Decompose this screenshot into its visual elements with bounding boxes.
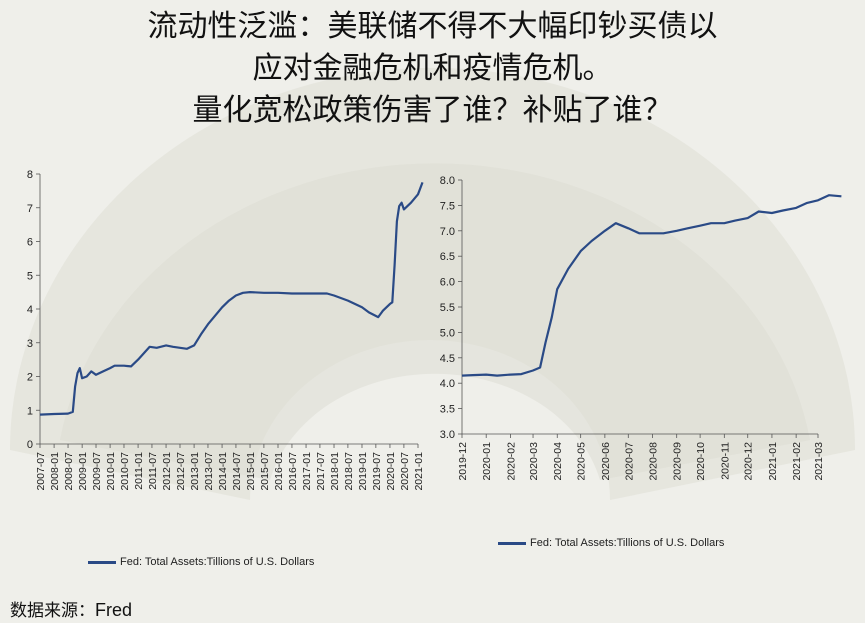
x-tick-label: 2011-01 [133, 452, 145, 490]
legend-right-label: Fed: Total Assets:Tillions of U.S. Dolla… [530, 537, 725, 549]
x-tick-label: 2012-07 [175, 452, 187, 491]
x-tick-label: 2020-12 [743, 442, 755, 481]
x-tick-label: 2020-04 [552, 442, 564, 481]
title-line-3: 量化宽松政策伤害了谁？补贴了谁？ [192, 93, 673, 128]
x-tick-label: 2009-01 [77, 452, 89, 491]
source-value: Fred [95, 600, 133, 620]
x-tick-label: 2010-07 [119, 452, 131, 491]
legend-right: Fed: Total Assets:Tillions of U.S. Dolla… [498, 537, 724, 549]
x-tick-label: 2015-07 [259, 452, 271, 491]
title-line-2: 应对金融危机和疫情危机。 [252, 51, 613, 86]
y-tick-label: 4.0 [440, 378, 455, 390]
x-tick-label: 2020-06 [600, 442, 612, 481]
x-tick-label: 2008-01 [49, 452, 61, 491]
x-tick-label: 2010-01 [105, 452, 117, 491]
x-tick-label: 2018-01 [329, 452, 341, 491]
y-tick-label: 2 [27, 372, 33, 384]
legend-left-label: Fed: Total Assets:Tillions of U.S. Dolla… [120, 556, 315, 568]
y-tick-label: 1 [27, 405, 33, 417]
y-tick-label: 3.0 [440, 429, 455, 441]
x-tick-label: 2021-01 [767, 442, 779, 481]
x-tick-label: 2007-07 [35, 452, 47, 491]
y-tick-label: 7 [27, 203, 33, 215]
x-tick-label: 2014-01 [217, 452, 229, 491]
x-tick-label: 2020-10 [695, 442, 707, 481]
source-label: 数据来源： [10, 601, 95, 621]
y-tick-label: 3.5 [440, 404, 455, 416]
y-tick-label: 6.5 [440, 251, 455, 263]
x-tick-label: 2013-07 [203, 452, 215, 491]
title-line-1: 流动性泛滥：美联储不得不大幅印钞买债以 [147, 9, 718, 44]
x-tick-label: 2017-07 [315, 452, 327, 491]
x-tick-label: 2020-09 [672, 442, 684, 481]
y-tick-label: 4 [27, 304, 33, 316]
x-tick-label: 2020-01 [481, 442, 493, 481]
x-tick-label: 2019-07 [371, 452, 383, 491]
x-tick-label: 2009-07 [91, 452, 103, 491]
x-tick-label: 2021-03 [813, 442, 825, 481]
x-tick-label: 2020-05 [576, 442, 588, 481]
x-tick-label: 2020-11 [719, 442, 731, 480]
x-tick-label: 2019-12 [457, 442, 469, 481]
series-line [39, 182, 424, 416]
x-tick-label: 2019-01 [357, 452, 369, 491]
x-tick-label: 2012-01 [161, 452, 173, 491]
y-tick-label: 5 [27, 270, 33, 282]
x-tick-label: 2017-01 [301, 452, 313, 491]
x-tick-label: 2021-01 [413, 452, 425, 491]
x-tick-label: 2020-07 [623, 442, 635, 481]
x-tick-label: 2013-01 [189, 452, 201, 491]
x-tick-label: 2008-07 [63, 452, 75, 491]
x-tick-label: 2015-01 [245, 452, 257, 491]
x-tick-label: 2014-07 [231, 452, 243, 491]
page-title: 流动性泛滥：美联储不得不大幅印钞买债以 应对金融危机和疫情危机。 量化宽松政策伤… [0, 6, 865, 132]
series-line [461, 194, 842, 377]
x-tick-label: 2020-02 [505, 442, 517, 481]
y-tick-label: 5.0 [440, 327, 455, 339]
y-tick-label: 6.0 [440, 277, 455, 289]
y-tick-label: 3 [27, 338, 33, 350]
y-tick-label: 6 [27, 237, 33, 249]
x-tick-label: 2020-07 [399, 452, 411, 491]
x-tick-label: 2020-08 [647, 442, 659, 481]
y-tick-label: 7.0 [440, 226, 455, 238]
x-tick-label: 2016-07 [287, 452, 299, 491]
x-tick-label: 2011-07 [147, 452, 159, 490]
y-tick-label: 8 [27, 169, 33, 181]
x-tick-label: 2020-01 [385, 452, 397, 491]
y-tick-label: 7.5 [440, 200, 455, 212]
x-tick-label: 2016-01 [273, 452, 285, 491]
x-tick-label: 2021-02 [791, 442, 803, 481]
y-tick-label: 0 [27, 439, 33, 451]
y-tick-label: 4.5 [440, 353, 455, 365]
x-tick-label: 2018-07 [343, 452, 355, 491]
legend-swatch [498, 541, 526, 545]
legend-left: Fed: Total Assets:Tillions of U.S. Dolla… [88, 556, 314, 568]
y-tick-label: 5.5 [440, 302, 455, 314]
y-tick-label: 8.0 [440, 175, 455, 187]
legend-swatch [88, 560, 116, 564]
source-note: 数据来源：Fred [10, 596, 132, 621]
x-tick-label: 2020-03 [528, 442, 540, 481]
